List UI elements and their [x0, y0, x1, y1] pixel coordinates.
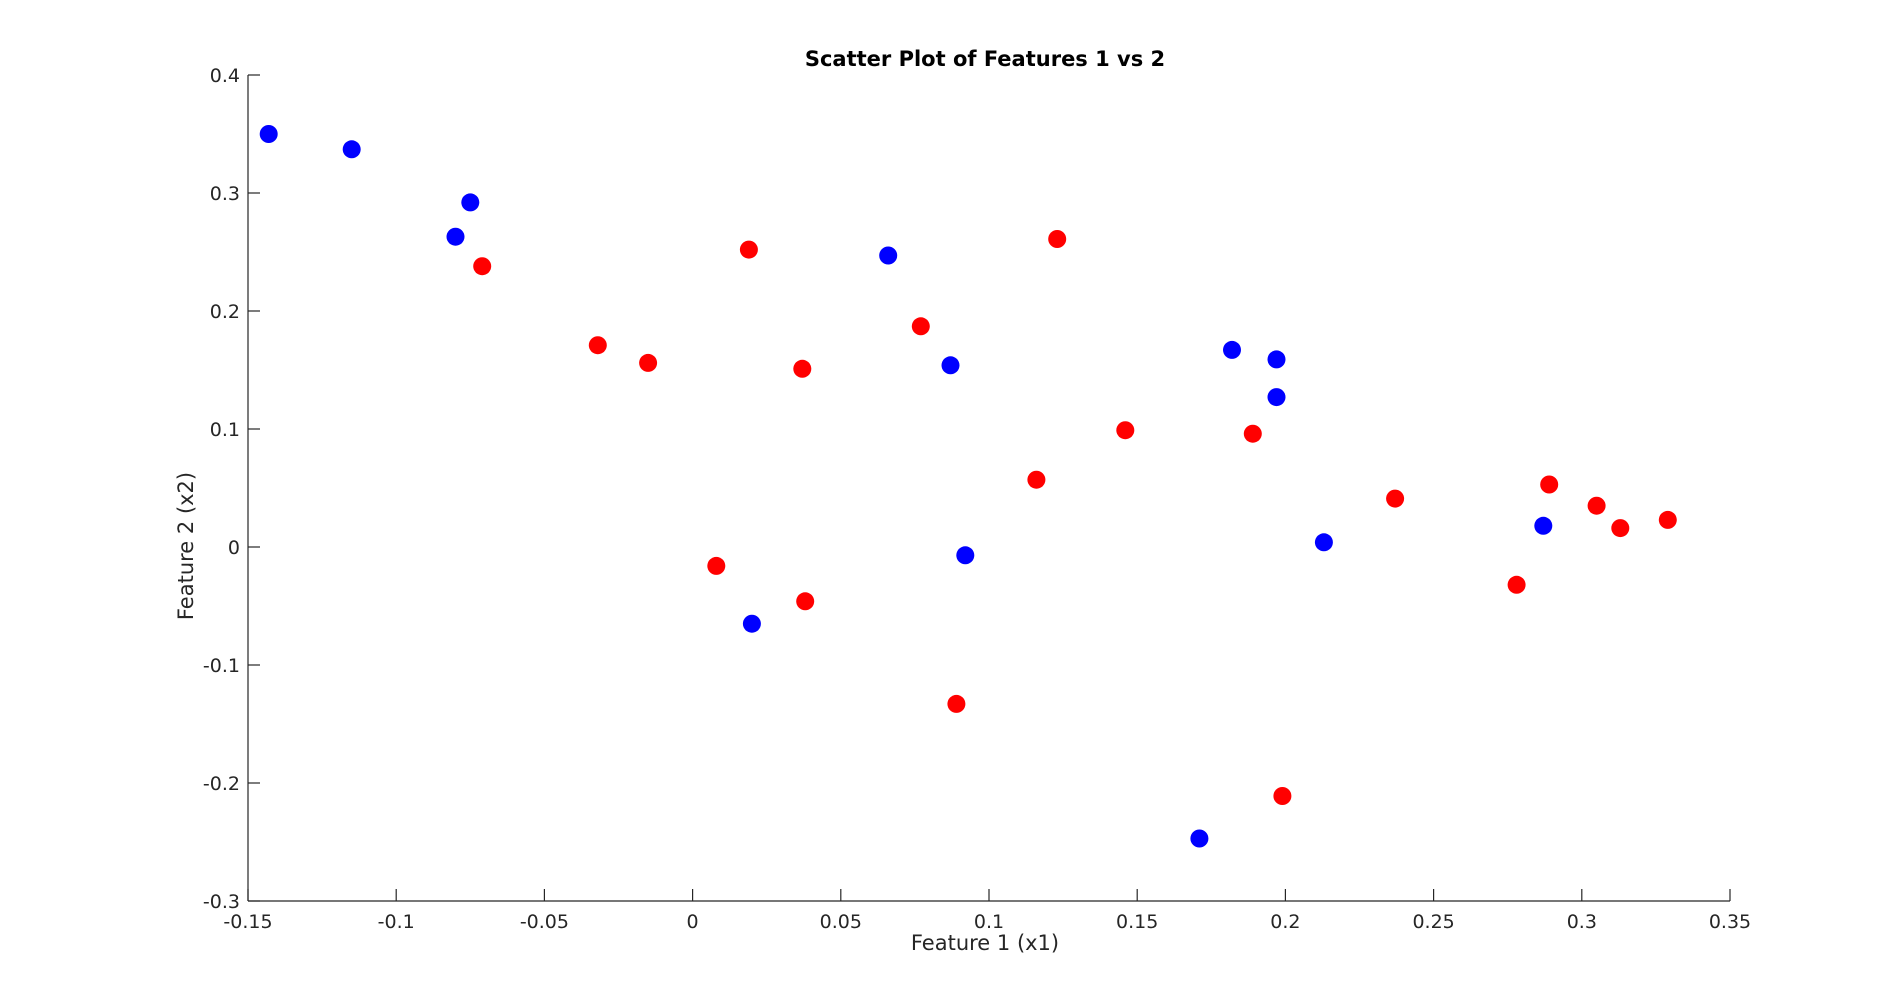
scatter-point [742, 614, 761, 633]
scatter-point [793, 359, 812, 378]
scatter-point [1386, 489, 1405, 508]
scatter-point [956, 546, 975, 565]
chart-title: Scatter Plot of Features 1 vs 2 [805, 47, 1165, 71]
y-axis-label: Feature 2 (x2) [174, 472, 198, 620]
y-tick-label: 0.4 [210, 65, 240, 87]
x-tick-label: 0.2 [1270, 911, 1300, 933]
scatter-point [947, 694, 966, 713]
scatter-point [1540, 475, 1559, 494]
data-points [259, 125, 1677, 848]
x-tick-label: 0.1 [974, 911, 1004, 933]
scatter-point [941, 356, 960, 375]
x-tick-label: -0.05 [520, 911, 569, 933]
scatter-point [796, 592, 815, 611]
scatter-point [1267, 388, 1286, 407]
scatter-point [739, 240, 758, 259]
scatter-point [1611, 519, 1630, 538]
scatter-point [1027, 470, 1046, 489]
scatter-point [879, 246, 898, 265]
x-tick-label: 0 [687, 911, 699, 933]
scatter-point [1048, 230, 1067, 248]
x-tick-label: -0.15 [223, 911, 272, 933]
x-tick-label: -0.1 [378, 911, 415, 933]
y-tick-label: -0.1 [203, 655, 240, 677]
scatter-point [707, 556, 726, 575]
scatter-point [588, 336, 607, 355]
scatter-point [911, 317, 930, 336]
y-tick-label: 0.2 [210, 301, 240, 323]
scatter-point [1314, 533, 1333, 552]
scatter-point [446, 227, 465, 246]
x-tick-label: 0.25 [1412, 911, 1454, 933]
y-tick-label: -0.3 [203, 891, 240, 913]
scatter-point [1507, 575, 1526, 594]
y-tick-label: 0.1 [210, 419, 240, 441]
scatter-point [1267, 350, 1286, 369]
scatter-point [259, 125, 278, 143]
scatter-point [1534, 516, 1553, 535]
x-tick-label: 0.15 [1116, 911, 1158, 933]
scatter-point [1243, 424, 1262, 443]
scatter-point [1658, 510, 1677, 529]
scatter-point [1116, 421, 1135, 440]
scatter-point [342, 140, 361, 159]
scatter-point [473, 257, 492, 276]
x-axis-label: Feature 1 (x1) [911, 931, 1059, 955]
scatter-point [639, 353, 658, 372]
x-tick-label: 0.05 [820, 911, 862, 933]
scatter-point [461, 193, 480, 212]
x-tick-label: 0.3 [1567, 911, 1597, 933]
scatter-point [1587, 496, 1606, 515]
x-tick-label: 0.35 [1709, 911, 1751, 933]
y-tick-label: 0.3 [210, 183, 240, 205]
y-tick-label: -0.2 [203, 773, 240, 795]
y-tick-label: 0 [228, 537, 240, 559]
scatter-point [1273, 787, 1292, 805]
scatter-point [1190, 829, 1209, 848]
ticks: -0.15 -0.1 -0.05 0 0.05 0.1 0.15 0.2 0.25 0.3 0.35… [203, 65, 1751, 933]
scatter-point [1223, 340, 1241, 359]
